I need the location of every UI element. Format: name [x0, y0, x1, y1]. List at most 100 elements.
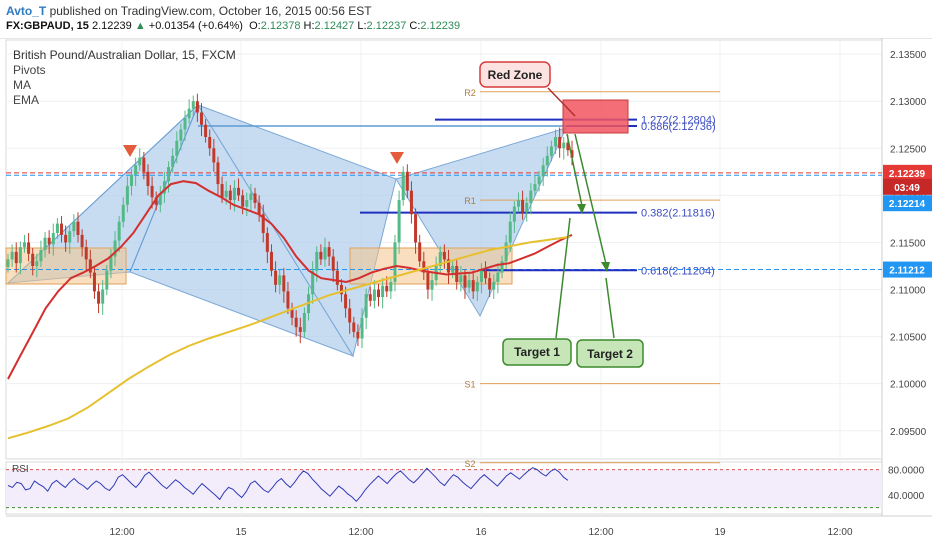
chart-legend: British Pound/Australian Dollar, 15, FXC… [13, 48, 236, 108]
ma-line [7, 180, 573, 380]
candle-body [171, 155, 175, 168]
candle-body [438, 251, 442, 266]
candle-body [224, 190, 228, 198]
candle-body [381, 285, 385, 298]
high-value: 2.12427 [314, 20, 355, 32]
candle-body [282, 275, 286, 292]
candle-body [290, 308, 294, 318]
candle-body [475, 281, 479, 292]
candle-body [113, 240, 117, 257]
candle-body [14, 251, 18, 264]
target-1-callout [502, 338, 572, 366]
candle-body [150, 185, 154, 198]
candle-body [508, 221, 512, 243]
red-zone-box [562, 99, 629, 134]
candle-body [97, 291, 101, 304]
candle-body [138, 157, 142, 166]
time-tick-label: 16 [475, 527, 487, 538]
candle-body [339, 284, 343, 295]
candle-body [146, 171, 150, 186]
author-link[interactable]: Avto_T [6, 4, 47, 18]
candle-body [368, 294, 372, 301]
candle-body [451, 265, 455, 273]
close-label: C: [409, 20, 421, 32]
legend-item-ema[interactable]: EMA [13, 93, 40, 107]
candle-body [278, 275, 282, 285]
candle-body [521, 200, 525, 213]
candle-body [492, 281, 496, 290]
candle-body [529, 190, 533, 203]
candle-body [298, 327, 302, 332]
target-arrow-2-head [601, 262, 610, 272]
time-tick-label: 15 [235, 527, 247, 538]
time-tick-label: 12:00 [588, 527, 613, 538]
candle-body [500, 261, 504, 273]
candle-body [327, 247, 331, 257]
price-tick-label: 2.13500 [890, 50, 927, 61]
candle-body [228, 190, 232, 201]
candle-body [566, 142, 570, 151]
candle-body [319, 251, 323, 260]
candle-body [55, 223, 59, 234]
red-zone-pointer [547, 87, 576, 117]
candle-body [377, 289, 381, 298]
red-zone-label: Red Zone [488, 68, 543, 82]
price-tick-label: 2.11500 [890, 238, 926, 249]
candle-body [446, 259, 450, 273]
ema-line [7, 235, 571, 440]
candle-body [27, 242, 31, 254]
candle-body [191, 101, 195, 109]
time-tick-label: 19 [714, 527, 726, 538]
candle-body [554, 136, 558, 147]
publish-line: Avto_T published on TradingView.com, Oct… [6, 4, 372, 18]
time-tick-label: 12:00 [109, 527, 134, 538]
candle-body [430, 280, 434, 290]
candle-body [261, 214, 265, 234]
candle-body [6, 259, 10, 267]
ohlc-line: FX:GBPAUD, 15 2.12239 ▲ +0.01354 (+0.64%… [6, 20, 460, 32]
candle-body [549, 146, 553, 156]
candle-body [84, 247, 88, 260]
candle-body [51, 233, 55, 245]
candle-body [10, 251, 14, 260]
candle-body [167, 167, 171, 182]
candle-body [64, 234, 68, 243]
target-2-pointer [605, 277, 615, 339]
candle-body [88, 259, 92, 273]
rsi-label: RSI [12, 464, 29, 475]
candle-body [545, 155, 549, 166]
candle-body [39, 249, 43, 262]
price-tick-label: 2.10000 [890, 380, 927, 391]
legend-item-ma[interactable]: MA [13, 78, 31, 92]
candle-body [105, 270, 109, 290]
candle-body [512, 206, 516, 222]
candle-body [372, 289, 376, 301]
pivot-label-s1: S1 [464, 380, 475, 390]
candle-body [422, 261, 426, 273]
pivot-label-s2: S2 [464, 459, 475, 469]
candle-body [537, 176, 541, 185]
candle-body [60, 223, 64, 235]
low-label: L: [357, 20, 367, 32]
candle-body [479, 270, 483, 282]
candle-body [245, 200, 249, 207]
candle-body [409, 190, 413, 215]
candle-body [237, 187, 241, 196]
candle-body [199, 112, 203, 125]
candle-body [348, 308, 352, 323]
candle-body [154, 197, 158, 205]
rsi-tick-label: 40.0000 [888, 491, 925, 502]
candle-body [385, 285, 389, 292]
rsi-line [7, 467, 569, 503]
pivot-label-r1: R1 [464, 196, 476, 206]
legend-item-pivots[interactable]: Pivots [13, 63, 46, 77]
level-badge-2-11212-bg [883, 261, 932, 278]
target-1-pointer [555, 217, 571, 339]
price-tick-label: 2.09500 [890, 427, 927, 438]
price-chart[interactable]: 2.135002.130002.125002.120002.115002.110… [0, 38, 932, 550]
candle-body [101, 289, 105, 304]
open-value: 2.12378 [260, 20, 301, 32]
candle-body [195, 101, 199, 113]
fib-label: 0.618(2.11204) [641, 265, 715, 277]
candle-body [274, 270, 278, 285]
